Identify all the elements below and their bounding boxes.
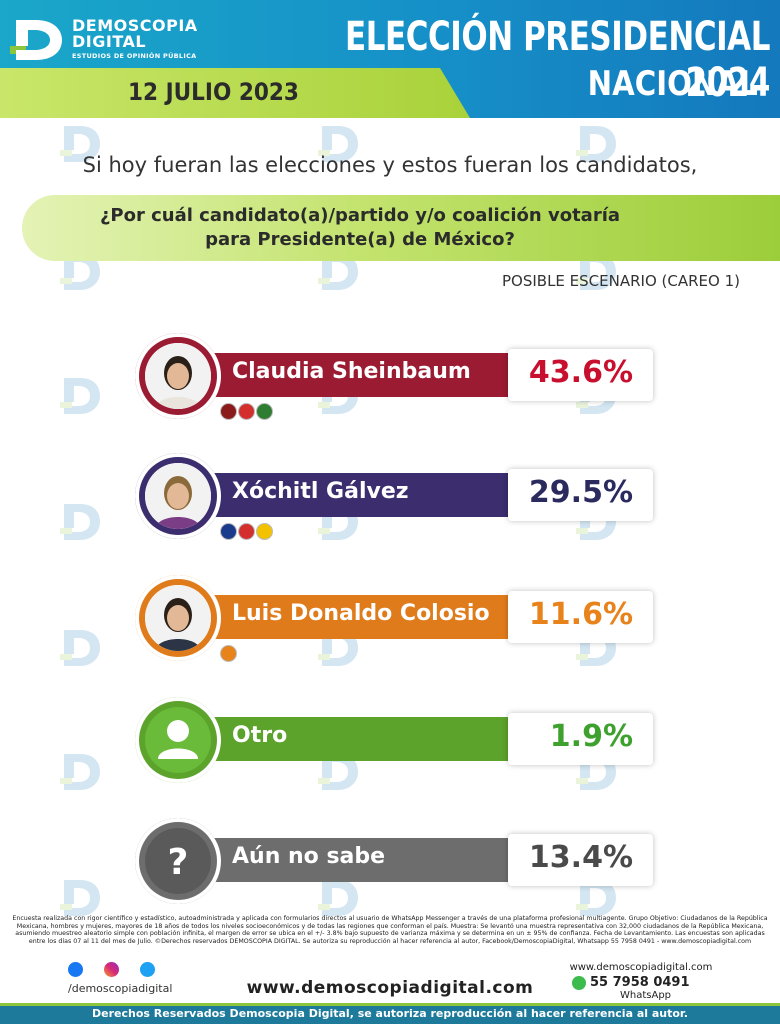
watermark-d-icon	[60, 126, 100, 162]
candidate-name: Aún no sabe	[232, 844, 386, 869]
watermark-logo	[576, 250, 726, 294]
watermark-logo	[318, 750, 468, 794]
watermark-logo	[576, 876, 726, 920]
question-intro: Si hoy fueran las elecciones y estos fue…	[82, 153, 698, 177]
watermark-d-icon	[318, 880, 358, 916]
survey-date: 12 JULIO 2023	[128, 78, 299, 106]
watermark-logo	[318, 876, 468, 920]
social-icons	[68, 962, 171, 981]
photo-xochitl-galvez	[145, 463, 211, 529]
value-box	[508, 349, 653, 401]
scenario-label: POSIBLE ESCENARIO (CAREO 1)	[501, 272, 740, 290]
brand-name-line1: DEMOSCOPIA	[72, 16, 198, 35]
contact-website[interactable]: www.demoscopiadigital.com	[569, 962, 713, 973]
party-logo-icon	[220, 523, 237, 540]
website-link[interactable]: www.demoscopiadigital.com	[246, 978, 534, 998]
brand-logo: DEMOSCOPIA DIGITAL ESTUDIOS DE OPINIÓN P…	[10, 16, 200, 68]
brand-tagline: ESTUDIOS DE OPINIÓN PÚBLICA	[72, 52, 197, 60]
rights-bar-accent	[0, 1003, 780, 1006]
watermark-logo	[60, 876, 210, 920]
watermark-d-icon	[576, 254, 616, 290]
watermark-logo	[60, 500, 210, 544]
watermark-d-icon	[318, 754, 358, 790]
party-logos	[220, 521, 274, 541]
rights-bar: Derechos Reservados Demoscopia Digital, …	[0, 1003, 780, 1024]
watermark-logo	[318, 122, 468, 166]
brand-name: DEMOSCOPIA DIGITAL	[72, 18, 198, 50]
page-title: ELECCIÓN PRESIDENCIAL 2024	[345, 14, 770, 106]
watermark-d-icon	[60, 880, 100, 916]
value-box	[508, 469, 653, 521]
party-logo-icon	[238, 403, 255, 420]
party-logo-icon	[220, 645, 237, 662]
brand-name-line2: DIGITAL	[72, 32, 147, 51]
instagram-icon[interactable]	[104, 962, 120, 977]
watermark-d-icon	[576, 126, 616, 162]
generic-person-icon	[145, 707, 211, 773]
question-line1: ¿Por cuál candidato(a)/partido y/o coali…	[99, 205, 621, 226]
watermark-logo	[60, 250, 210, 294]
twitter-icon[interactable]	[140, 962, 156, 977]
logo-d-icon	[10, 20, 62, 60]
watermark-logo	[318, 626, 468, 670]
header-green-ribbon	[0, 68, 470, 118]
candidate-name: Xóchitl Gálvez	[232, 479, 409, 504]
watermark-d-icon	[60, 504, 100, 540]
value-label: 29.5%	[528, 475, 633, 510]
candidate-row: Otro 1.9%	[0, 697, 780, 807]
watermark-logo	[60, 750, 210, 794]
candidate-row: Claudia Sheinbaum 43.6%	[0, 333, 780, 443]
watermark-logo	[576, 122, 726, 166]
watermark-d-icon	[318, 126, 358, 162]
watermark-d-icon	[60, 254, 100, 290]
whatsapp-icon	[572, 976, 586, 990]
value-label: 13.4%	[528, 840, 633, 875]
question-line2: para Presidente(a) de México?	[205, 229, 515, 250]
watermark-d-icon	[60, 754, 100, 790]
value-label: 43.6%	[528, 355, 633, 390]
value-label: 1.9%	[549, 719, 633, 754]
watermark-d-icon	[318, 254, 358, 290]
party-logo-icon	[220, 403, 237, 420]
svg-text:?: ?	[168, 842, 189, 883]
candidate-row: Xóchitl Gálvez 29.5%	[0, 453, 780, 563]
party-logo-icon	[256, 403, 273, 420]
watermark-logo	[60, 122, 210, 166]
header: DEMOSCOPIA DIGITAL ESTUDIOS DE OPINIÓN P…	[0, 0, 780, 118]
party-logo-icon	[256, 523, 273, 540]
party-logo-icon	[238, 523, 255, 540]
watermark-logo	[60, 626, 210, 670]
party-logos	[220, 643, 238, 663]
photo-claudia-sheinbaum	[145, 343, 211, 409]
party-logos	[220, 401, 274, 421]
value-box	[508, 834, 653, 886]
watermark-d-icon	[318, 630, 358, 666]
facebook-icon[interactable]	[68, 962, 83, 977]
candidate-row: Luis Donaldo Colosio 11.6%	[0, 575, 780, 685]
value-box	[508, 591, 653, 643]
watermark-d-icon	[60, 378, 100, 414]
candidate-name: Claudia Sheinbaum	[232, 359, 471, 384]
value-label: 11.6%	[528, 597, 633, 632]
question-text: ¿Por cuál candidato(a)/partido y/o coali…	[80, 204, 640, 252]
watermark-logo	[60, 374, 210, 418]
watermark-logo	[318, 250, 468, 294]
value-box	[508, 713, 653, 765]
question-band	[22, 195, 780, 261]
candidate-name: Luis Donaldo Colosio	[232, 601, 490, 626]
watermark-d-icon	[60, 630, 100, 666]
candidate-name: Otro	[232, 723, 288, 748]
methodology-note: Encuesta realizada con rigor científico …	[12, 915, 768, 945]
photo-luis-donaldo-colosio	[145, 585, 211, 651]
contact-phone[interactable]: 55 7958 0491	[590, 975, 690, 990]
candidate-row: Aún no sabe 13.4%?	[0, 818, 780, 928]
question-mark-icon: ?	[145, 828, 211, 894]
page-subtitle: NACIONAL	[587, 64, 758, 104]
whatsapp-label: WhatsApp	[620, 990, 672, 1001]
social-handle[interactable]: /demoscopiadigital	[68, 982, 173, 995]
watermark-d-icon	[576, 880, 616, 916]
